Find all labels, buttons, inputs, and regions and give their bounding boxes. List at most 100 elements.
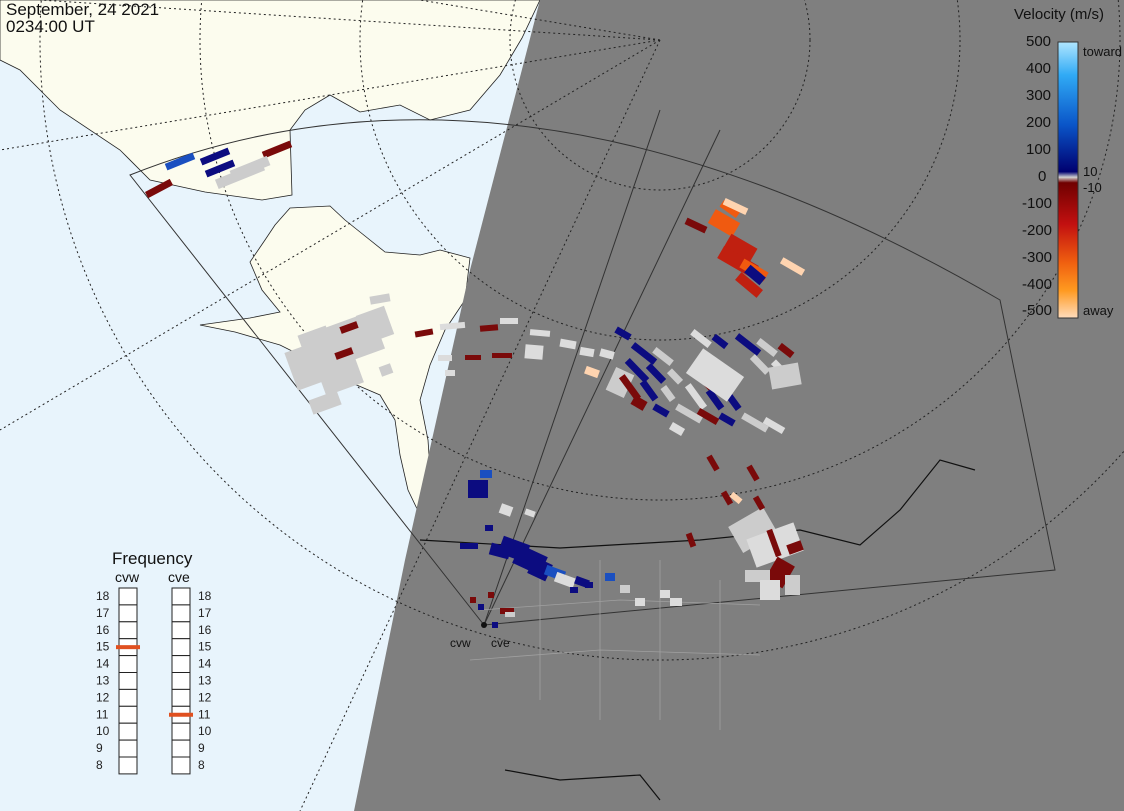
frequency-cell [171,672,191,690]
radar-cell [675,403,703,424]
radar-cell [316,354,364,396]
radar-cell [500,608,514,614]
radar-cell [685,532,697,548]
radar-cell [414,328,434,338]
radar-cell [711,333,729,350]
frequency-tick-label: 16 [96,623,110,637]
frequency-radar-label-cvw: cvw [115,569,140,585]
frequency-tick-label: 15 [96,640,110,654]
velocity-tick: 200 [1026,114,1052,131]
radar-cell [645,363,667,384]
velocity-tick: 300 [1026,87,1052,104]
radar-cell [652,346,674,367]
radar-cell [766,528,782,558]
radar-cell [734,333,762,356]
frequency-tick-label: 12 [198,690,212,704]
frequency-tick-label: 14 [198,657,212,671]
radar-cell [439,321,466,331]
radar-cell [485,525,493,531]
radar-cell [585,582,593,588]
radar-cell [618,374,642,401]
frequency-tick-label: 11 [198,707,211,721]
frequency-tick-label: 18 [198,589,212,603]
radar-cell [744,264,766,286]
frequency-cell [118,655,138,673]
radar-cell [144,178,174,199]
radar-cell [438,355,452,361]
velocity-toward-label: toward [1083,44,1123,59]
radar-cell [355,305,395,345]
radar-cell [707,209,741,237]
radar-cell [584,365,600,379]
frequency-cell [171,756,191,775]
radar-cell [470,597,476,603]
frequency-tick-label: 10 [198,724,212,738]
velocity-tick: 0 [1038,168,1047,185]
radar-cell [756,337,778,358]
radar-cell [696,407,720,426]
radar-cell [529,329,551,337]
radar-cell [465,355,481,360]
radar-cell [524,344,544,360]
radar-cell [726,393,742,412]
velocity-tick: 400 [1026,60,1052,77]
radar-cell [570,587,578,593]
velocity-tick: -200 [1022,222,1053,239]
frequency-radar-label-cve: cve [168,569,190,585]
radar-cell [652,403,670,418]
radar-cell [308,390,342,415]
radar-cell [261,140,293,159]
frequency-tick-label: 17 [96,606,110,620]
velocity-minus10-label: -10 [1083,180,1102,195]
radar-cell [720,490,734,506]
radar-cell [498,503,514,517]
frequency-tick-label: 16 [198,623,212,637]
radar-cell [505,612,515,617]
radar-cell [670,598,682,606]
radar-cell [705,388,725,411]
frequency-panel: 18 17 16 15 14 13 12 11 10 9 8 18 17 16 15 14 13 12 11 10 9 8 [96,587,212,775]
frequency-tick-label: 9 [198,741,205,755]
radar-cell [334,347,354,360]
frequency-cell [171,638,191,657]
radar-cell [635,598,645,606]
radar-cell [553,571,577,589]
radar-velocity-cells [144,140,806,628]
radar-cell [579,346,595,358]
velocity-tick: 100 [1026,141,1052,158]
frequency-cell [118,604,138,623]
frequency-tick-label: 13 [96,674,110,688]
radar-cell [630,342,658,365]
frequency-cell [118,739,138,758]
radar-cell [605,573,615,581]
velocity-tick: 500 [1026,33,1052,50]
radar-cell [492,622,498,628]
radar-cell [445,370,455,376]
frequency-tick-label: 8 [96,758,103,772]
radar-cell [777,342,795,359]
radar-cell [378,363,394,377]
timestamp-date: September, 24 2021 [6,0,160,19]
radar-cell [785,575,800,595]
velocity-scale-title: Velocity (m/s) [1014,6,1105,23]
radar-cell [492,353,512,358]
radar-cell [488,592,494,598]
radar-cell [786,540,804,555]
radar-cell [479,324,499,332]
velocity-away-label: away [1083,303,1114,318]
radar-cell [741,412,769,433]
radar-cell [460,543,478,549]
radar-cell [779,257,806,276]
radar-cell [599,348,615,360]
radar-cell [684,217,708,234]
frequency-cell [171,722,191,741]
radar-cell [690,328,712,349]
radar-cell [468,480,488,498]
radar-cell [746,464,760,482]
radar-cell [229,155,271,181]
radar-cell [605,366,635,399]
country-borders [419,459,976,801]
radar-cell [752,495,766,511]
radar-cell [666,368,684,385]
